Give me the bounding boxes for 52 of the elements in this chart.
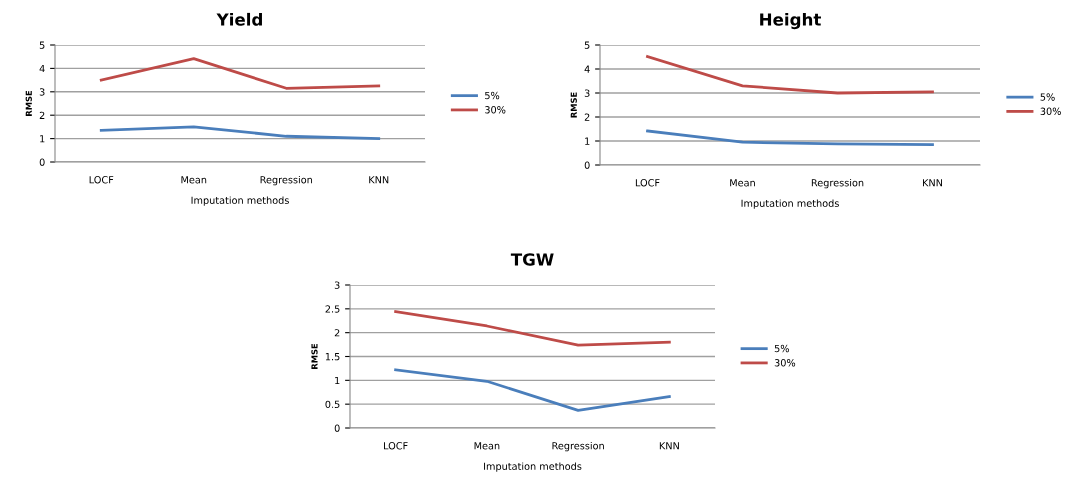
legend-label: 5%: [1040, 93, 1055, 101]
y-tick-label: 0: [584, 161, 590, 169]
y-tick-label: 3: [584, 89, 590, 97]
x-axis-title: Imputation methods: [484, 462, 582, 472]
y-tick-label: 2: [39, 111, 45, 119]
y-tick-label: 1.5: [325, 353, 340, 361]
y-tick-label: 2: [334, 329, 340, 337]
x-tick-label: KNN: [369, 176, 389, 184]
x-tick-label: Regression: [260, 175, 313, 186]
y-tick-label: 1: [40, 135, 45, 143]
line-series: [646, 55, 934, 95]
x-tick-label: Mean: [730, 179, 755, 187]
x-tick-label: LOCF: [635, 179, 660, 187]
y-tick-label: 5: [39, 41, 45, 49]
y-tick-label: 1: [585, 137, 590, 145]
y-tick-label: 0.5: [325, 400, 340, 408]
y-axis-title: RMSE: [570, 92, 577, 118]
x-tick-label: KNN: [659, 442, 679, 450]
legend-label: 30%: [774, 359, 796, 367]
y-tick-label: 0: [39, 158, 45, 166]
y-axis-title: RMSE: [25, 90, 32, 116]
y-axis-title: RMSE: [311, 343, 318, 369]
x-tick-label: Mean: [474, 442, 500, 450]
x-tick-label: KNN: [922, 179, 942, 187]
y-tick-label: 1: [335, 376, 340, 385]
x-tick-label: LOCF: [89, 176, 114, 184]
x-axis-title: Imputation methods: [191, 196, 289, 206]
line-series: [394, 310, 671, 347]
y-tick-label: 3: [39, 88, 45, 96]
line-series: [646, 129, 934, 146]
y-tick-label: 0: [334, 424, 340, 432]
line-series: [99, 125, 381, 140]
x-tick-label: LOCF: [384, 442, 408, 450]
line-series: [394, 368, 671, 412]
x-tick-label: Regression: [552, 441, 604, 452]
chart-title: Yield: [216, 12, 262, 26]
legend-label: 30%: [1040, 107, 1061, 115]
y-tick-label: 5: [584, 41, 590, 49]
y-tick-label: 2.5: [325, 305, 340, 313]
y-tick-label: 3: [334, 281, 340, 289]
x-tick-label: Regression: [811, 178, 864, 189]
legend-label: 30%: [485, 106, 506, 114]
y-tick-label: 4: [39, 65, 45, 73]
y-tick-label: 2: [584, 113, 590, 121]
legend-label: 5%: [485, 91, 500, 100]
line-series: [99, 57, 381, 90]
chart-title: Height: [760, 12, 821, 30]
chart-title: TGW: [510, 253, 554, 266]
x-tick-label: Mean: [181, 176, 207, 184]
y-tick-label: 4: [584, 65, 590, 73]
x-axis-title: Imputation methods: [741, 199, 839, 209]
legend-label: 5%: [774, 344, 789, 353]
